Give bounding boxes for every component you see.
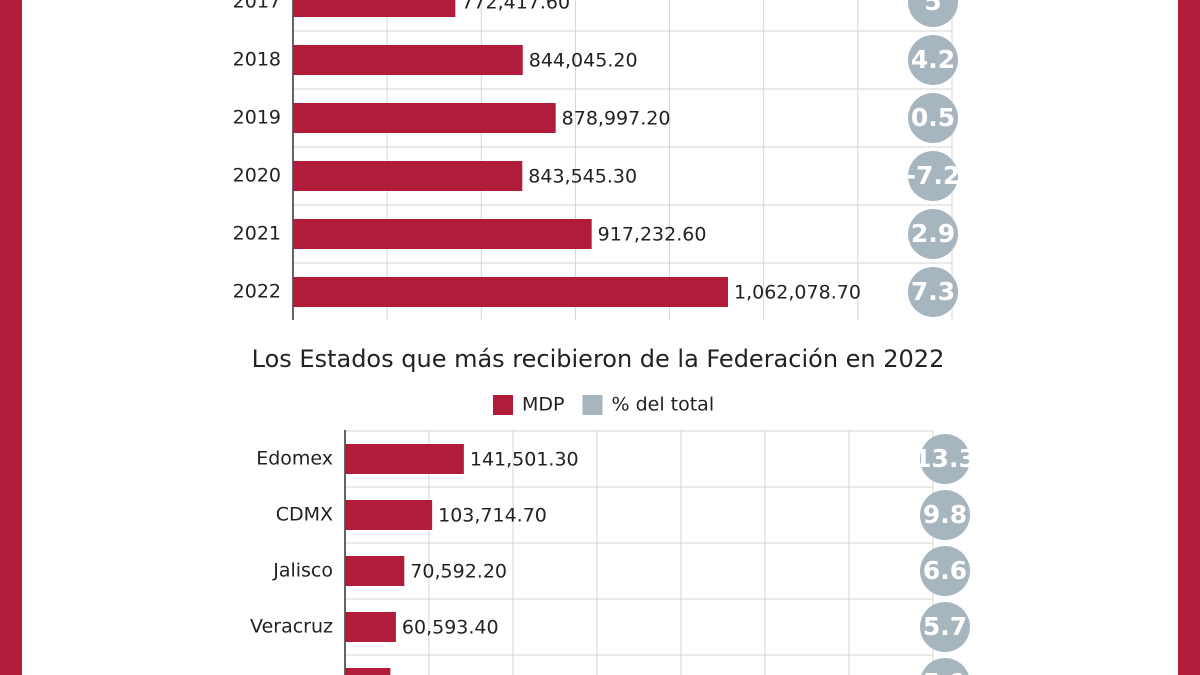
bar	[345, 444, 464, 474]
percent-label: 4.2	[911, 45, 955, 74]
bar	[293, 219, 592, 249]
percent-badge	[921, 658, 969, 675]
legend-swatch	[493, 395, 513, 415]
percent-badge	[920, 434, 970, 484]
percent-label: 5	[924, 0, 941, 16]
percent-badge	[908, 267, 958, 317]
bar	[293, 0, 456, 17]
percent-label: 13.3	[914, 444, 976, 473]
percent-label: 5.1	[923, 668, 967, 675]
category-label: 2018	[233, 49, 281, 71]
percent-label: 5.7	[923, 612, 967, 641]
percent-label: 6.6	[923, 556, 967, 585]
value-label: 878,997.20	[562, 108, 671, 130]
bar	[345, 612, 396, 642]
percent-badge	[908, 35, 958, 85]
category-label: CDMX	[276, 504, 333, 526]
value-label: 844,045.20	[529, 50, 638, 72]
value-label: 1,062,078.70	[734, 282, 861, 304]
value-label: 141,501.30	[470, 449, 579, 471]
percent-badge	[920, 602, 970, 652]
category-label: 2019	[233, 107, 281, 129]
percent-label: -7.2	[906, 161, 961, 190]
percent-badge	[908, 151, 958, 201]
bar	[345, 668, 391, 675]
value-label: 70,592.20	[410, 561, 507, 583]
category-label: Jalisco	[272, 560, 333, 582]
percent-badge	[920, 490, 970, 540]
percent-badge	[920, 546, 970, 596]
legend-swatch	[582, 395, 603, 415]
percent-label: 0.5	[911, 103, 955, 132]
percent-label: 9.8	[923, 500, 967, 529]
bar	[345, 556, 405, 586]
percent-badge	[908, 93, 958, 143]
category-label: Veracruz	[250, 616, 333, 638]
value-label: 103,714.70	[438, 505, 547, 527]
value-label: 917,232.60	[598, 224, 707, 246]
value-label: 843,545.30	[528, 166, 637, 188]
bar	[345, 500, 433, 530]
category-label: 2021	[233, 223, 281, 245]
value-label: 772,417.60	[461, 0, 570, 14]
left-border	[0, 0, 22, 675]
percent-badge	[908, 209, 958, 259]
legend-label: MDP	[522, 394, 564, 416]
bar	[293, 103, 556, 133]
percent-label: 7.3	[911, 277, 955, 306]
category-label: 2020	[233, 165, 281, 187]
right-border	[1178, 0, 1200, 675]
percent-badge	[908, 0, 958, 27]
legend-label: % del total	[611, 394, 714, 416]
bar	[293, 277, 729, 307]
chart-title: Los Estados que más recibieron de la Fed…	[252, 345, 945, 373]
bar	[293, 45, 523, 75]
percent-label: 2.9	[911, 219, 955, 248]
value-label: 60,593.40	[402, 617, 499, 639]
category-label: 2017	[233, 0, 281, 13]
bar	[293, 161, 523, 191]
category-label: 2022	[233, 281, 281, 303]
category-label: Edomex	[256, 448, 333, 470]
